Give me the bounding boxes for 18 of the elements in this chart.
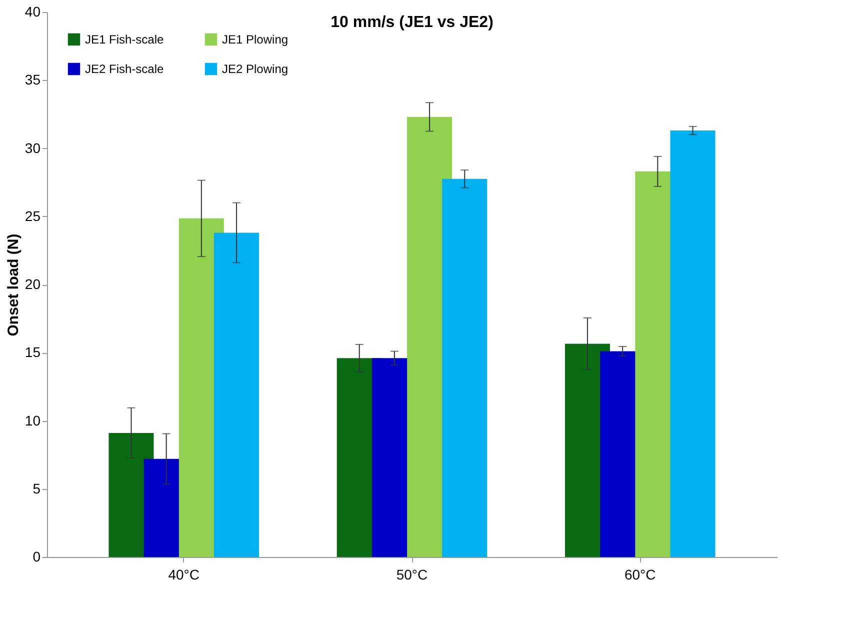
y-tick-label: 25: [24, 208, 41, 224]
x-tick-label: 50°C: [396, 566, 428, 582]
y-tick-label: 10: [24, 412, 41, 428]
legend-label: JE2 Fish-scale: [85, 62, 164, 76]
chart-title: 10 mm/s (JE1 vs JE2): [330, 14, 494, 31]
y-tick-label: 30: [24, 140, 41, 156]
y-tick-label: 40: [24, 4, 41, 20]
x-tick-label: 40°C: [168, 566, 200, 582]
y-tick-label: 35: [24, 72, 41, 88]
y-tick-label: 5: [32, 480, 41, 496]
y-axis-title: Onset load (N): [4, 234, 22, 336]
y-tick-label: 20: [24, 276, 41, 292]
legend-label: JE1 Plowing: [222, 32, 288, 46]
y-tick-label: 15: [24, 344, 41, 360]
y-tick-label: 0: [32, 548, 41, 564]
x-tick-label: 60°C: [624, 566, 656, 582]
legend-label: JE2 Plowing: [222, 62, 288, 76]
legend-label: JE1 Fish-scale: [85, 32, 164, 46]
